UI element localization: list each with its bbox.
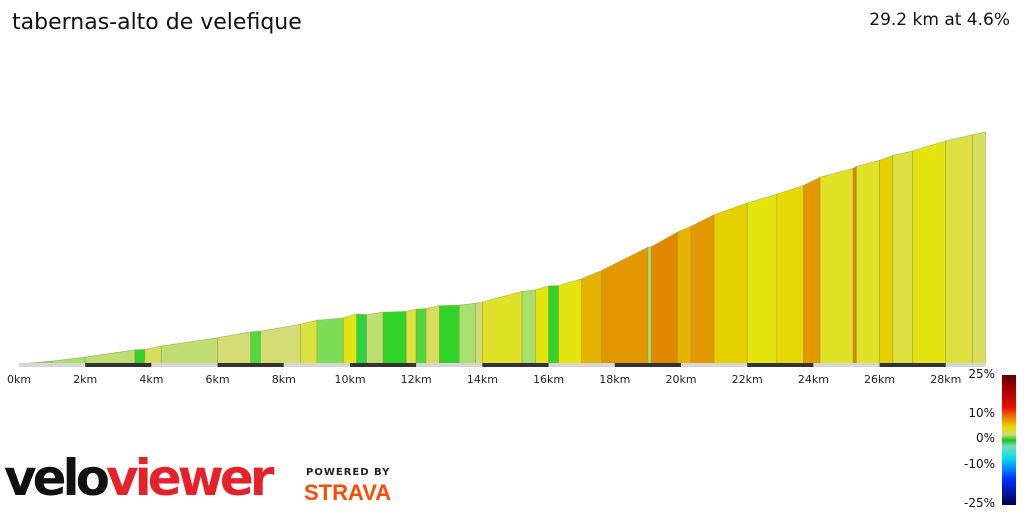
- profile-segment: [534, 285, 549, 365]
- powered-by-label: POWERED BY: [306, 467, 391, 478]
- colorbar-label: 0%: [975, 431, 995, 445]
- profile-segment: [945, 134, 973, 365]
- x-tick-label: 26km: [864, 373, 895, 386]
- profile-segment: [581, 269, 602, 365]
- profile-segment: [892, 150, 914, 365]
- x-tick-label: 16km: [533, 373, 564, 386]
- colorbar-label: 10%: [968, 406, 995, 420]
- profile-segment: [438, 304, 460, 365]
- profile-segment: [776, 184, 804, 365]
- x-tick-label: 28km: [930, 373, 961, 386]
- profile-segment: [405, 308, 417, 365]
- profile-segment: [481, 290, 523, 365]
- x-tick-label: 6km: [206, 373, 230, 386]
- profile-segment: [690, 214, 715, 365]
- distance-bar-segment: [548, 363, 615, 367]
- climb-summary: 29.2 km at 4.6%: [869, 10, 1010, 30]
- x-tick-label: 0km: [7, 373, 31, 386]
- profile-segment: [746, 193, 778, 365]
- colorbar-label: -10%: [963, 457, 995, 471]
- profile-segment: [134, 349, 146, 365]
- x-tick-label: 8km: [272, 373, 296, 386]
- profile-segment: [971, 131, 986, 365]
- distance-bar-segment: [747, 363, 814, 367]
- distance-bar-segment: [416, 363, 483, 367]
- elevation-profile-chart: 0km 2km 4km 6km 8km 10km 12km 14km 16km 18km 20km 2…: [7, 131, 986, 386]
- veloviewer-logo: veloviewer: [4, 449, 274, 507]
- x-tick-label: 18km: [599, 373, 630, 386]
- gradient-colorbar: [1002, 375, 1016, 505]
- distance-bar-segment: [151, 363, 218, 367]
- profile-segment: [803, 176, 821, 365]
- profile-segment: [677, 225, 692, 365]
- profile-segment: [366, 311, 384, 365]
- profile-segment: [144, 345, 162, 365]
- profile-segment: [558, 278, 583, 365]
- colorbar-label: 25%: [968, 367, 995, 381]
- distance-bar: [19, 363, 986, 367]
- profile-segment: [713, 202, 748, 365]
- distance-bar-segment: [945, 363, 986, 367]
- distance-bar-segment: [681, 363, 748, 367]
- profile-segment: [475, 301, 483, 365]
- profile-segment: [819, 167, 854, 365]
- profile-segment: [856, 159, 880, 365]
- profile-segment: [852, 165, 857, 365]
- profile-segment: [160, 337, 219, 365]
- climb-title: tabernas-alto de velefique: [12, 10, 302, 35]
- distance-bar-segment: [879, 363, 946, 367]
- distance-bar-segment: [813, 363, 880, 367]
- x-tick-label: 24km: [798, 373, 829, 386]
- x-tick-label: 20km: [665, 373, 696, 386]
- profile-segment: [601, 246, 649, 365]
- profile-segment: [51, 356, 86, 365]
- distance-bar-segment: [19, 363, 86, 367]
- x-tick-label: 2km: [73, 373, 97, 386]
- x-tick-label: 14km: [467, 373, 498, 386]
- profile-segment: [647, 246, 652, 365]
- profile-segment: [342, 313, 358, 365]
- colorbar-label: -25%: [963, 496, 995, 510]
- strava-logo: STRAVA: [304, 480, 392, 505]
- profile-segment: [382, 311, 407, 365]
- x-axis-ticks: 0km 2km 4km 6km 8km 10km 12km 14km 16km 18km 20km 2…: [7, 373, 961, 386]
- distance-bar-segment: [283, 363, 350, 367]
- profile-segment: [415, 308, 427, 365]
- x-tick-label: 12km: [401, 373, 432, 386]
- profile-segments: [18, 131, 986, 365]
- profile-segment: [650, 231, 679, 365]
- profile-segment: [250, 330, 262, 365]
- x-tick-label: 22km: [732, 373, 763, 386]
- profile-segment: [458, 302, 477, 365]
- profile-segment: [356, 313, 367, 365]
- distance-bar-segment: [482, 363, 549, 367]
- distance-bar-segment: [350, 363, 417, 367]
- profile-segment: [521, 289, 536, 365]
- profile-segment: [260, 323, 301, 365]
- profile-segment: [425, 305, 440, 365]
- profile-segment: [217, 331, 252, 365]
- profile-segment: [299, 319, 318, 365]
- distance-bar-segment: [217, 363, 284, 367]
- profile-segment: [316, 317, 344, 365]
- profile-segment: [912, 140, 947, 365]
- profile-segment: [84, 349, 136, 365]
- distance-bar-segment: [614, 363, 681, 367]
- profile-segment: [548, 285, 559, 365]
- x-tick-label: 10km: [334, 373, 365, 386]
- x-tick-label: 4km: [139, 373, 163, 386]
- profile-segment: [879, 154, 894, 365]
- distance-bar-segment: [85, 363, 152, 367]
